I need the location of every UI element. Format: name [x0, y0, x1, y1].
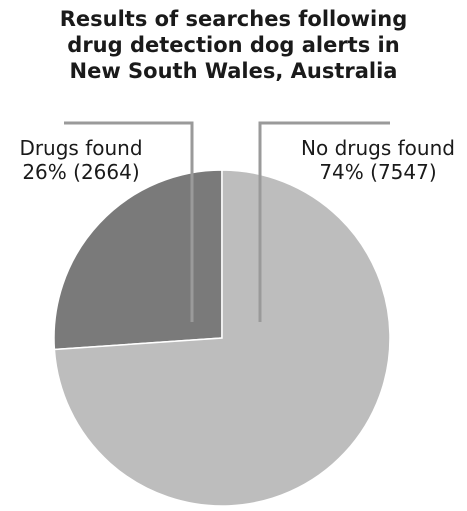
pie-slice-drugs-found: [53, 169, 223, 351]
leader-line-drugs-found: [64, 121, 194, 322]
pie-slices: [53, 169, 391, 507]
leader-line-no-drugs-found: [258, 121, 390, 322]
pie-slice-no-drugs-found: [53, 169, 391, 507]
slice-label-drugs-found: Drugs found 26% (2664): [6, 136, 156, 184]
leader-lines: [64, 121, 390, 322]
slice-label-drugs-found-value: 26% (2664): [22, 160, 140, 184]
slice-label-drugs-found-name: Drugs found: [19, 136, 143, 160]
chart-title-line-3: New South Wales, Australia: [69, 59, 398, 83]
slice-label-no-drugs-found-value: 74% (7547): [319, 160, 437, 184]
slice-label-no-drugs-found-name: No drugs found: [301, 136, 455, 160]
slice-label-no-drugs-found: No drugs found 74% (7547): [292, 136, 464, 184]
chart-title: Results of searches following drug detec…: [0, 6, 467, 84]
chart-title-line-2: drug detection dog alerts in: [67, 33, 400, 57]
chart-title-line-1: Results of searches following: [59, 7, 408, 31]
